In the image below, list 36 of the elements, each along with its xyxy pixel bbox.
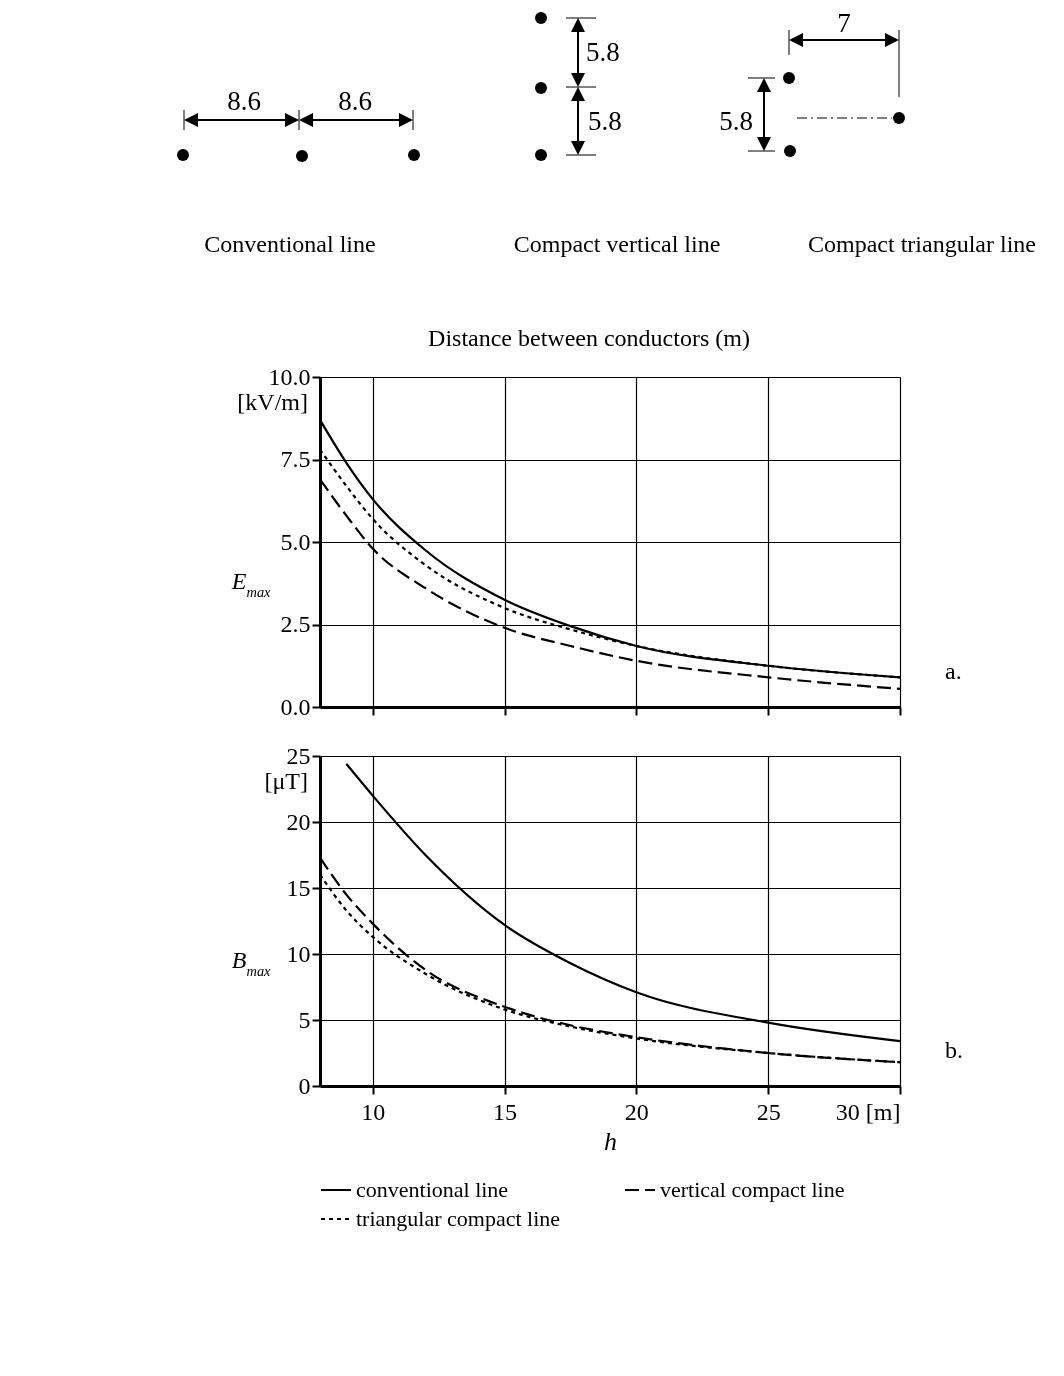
x-tick-label: 30 [m] bbox=[835, 1098, 901, 1125]
y-tick-label: 15 bbox=[286, 874, 311, 901]
x-axis-title: h bbox=[604, 1126, 617, 1156]
text: Distance between conductors (m) bbox=[428, 325, 750, 351]
text: 5.8 bbox=[588, 106, 622, 136]
y-tick-label: 7.5 bbox=[280, 446, 311, 472]
text: 8.6 bbox=[338, 86, 372, 116]
y-tick-label: 5 bbox=[298, 1006, 311, 1033]
text: 7 bbox=[837, 8, 851, 38]
y-tick-label: 2.5 bbox=[280, 611, 311, 637]
x-tick-label: 15 bbox=[493, 1098, 518, 1125]
text: [kV/m] bbox=[237, 389, 308, 415]
text: [μT] bbox=[264, 768, 308, 794]
y-tick-label: 0 bbox=[298, 1072, 311, 1099]
text: 5.8 bbox=[719, 106, 753, 136]
x-tick-label: 25 bbox=[756, 1098, 781, 1125]
legend-label: vertical compact line bbox=[660, 1177, 845, 1202]
y-tick-label: 0.0 bbox=[280, 693, 311, 720]
y-axis-title: E$_{max}$ bbox=[230, 568, 272, 601]
y-tick-label: 5.0 bbox=[280, 528, 311, 555]
y-tick-label: 10 bbox=[286, 940, 311, 967]
text: Compact vertical line bbox=[513, 231, 721, 257]
y-tick-label: 20 bbox=[286, 808, 311, 835]
y-tick-label: 25 bbox=[286, 742, 311, 769]
y-tick-label: 10.0 bbox=[268, 363, 311, 390]
text: a. bbox=[945, 658, 962, 684]
x-tick-label: 10 bbox=[361, 1098, 386, 1125]
text: 8.6 bbox=[227, 86, 261, 116]
y-axis-title: B$_{max}$ bbox=[231, 947, 272, 980]
text: b. bbox=[945, 1037, 963, 1063]
text: Conventional line bbox=[204, 231, 376, 257]
text: 5.8 bbox=[586, 37, 620, 67]
x-tick-label: 20 bbox=[624, 1098, 649, 1125]
legend-label: conventional line bbox=[356, 1177, 509, 1202]
text: Compact triangular line bbox=[808, 231, 1036, 257]
legend-label: triangular compact line bbox=[356, 1206, 561, 1231]
